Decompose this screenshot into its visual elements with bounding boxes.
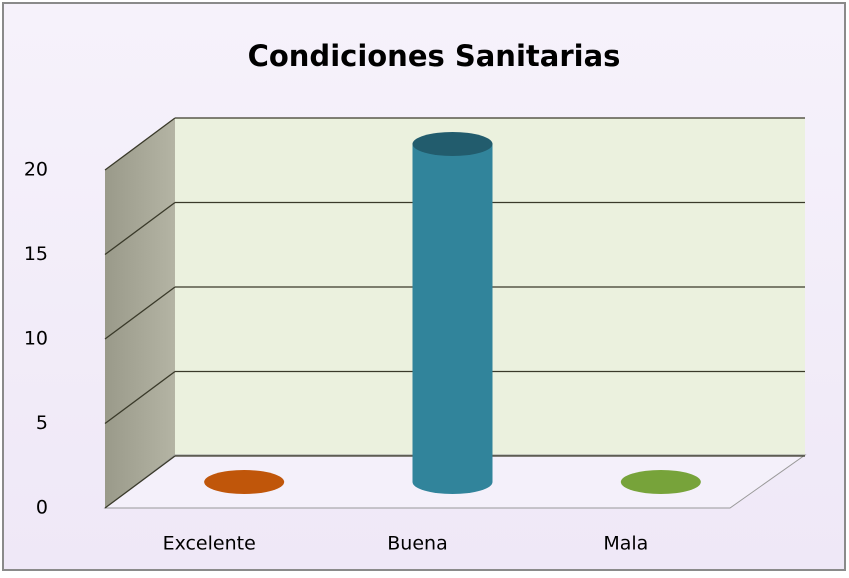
bar-base [204,470,285,494]
y-tick-label: 20 [24,159,48,181]
x-tick-label: Excelente [163,533,256,555]
y-tick-label: 15 [24,243,48,265]
bar-body [412,144,493,482]
y-tick-label: 5 [36,412,48,434]
bar-base [620,470,701,494]
grid-line [104,117,176,171]
x-tick-label: Buena [387,533,447,555]
bar-top [412,132,493,156]
bar [204,470,285,494]
chart-title: Condiciones Sanitarias [248,39,621,73]
y-tick-label: 10 [24,328,48,350]
x-tick-label: Mala [603,533,648,555]
grid-line [104,455,176,509]
grid-line [104,286,176,340]
grid-line [104,370,176,425]
grid-line [104,201,176,256]
bar [620,470,701,494]
y-tick-label: 0 [36,497,48,519]
bar [412,132,493,494]
